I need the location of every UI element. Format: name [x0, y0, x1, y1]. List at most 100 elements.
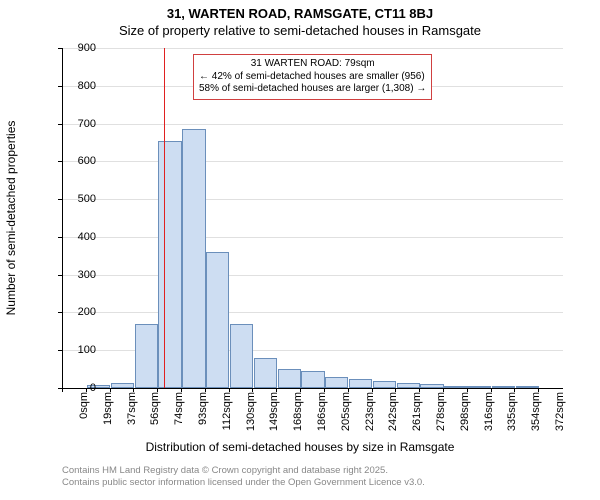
x-tick-mark — [252, 388, 253, 392]
histogram-bar — [278, 369, 301, 388]
x-tick-mark — [181, 388, 182, 392]
x-tick-mark — [467, 388, 468, 392]
x-tick-mark — [395, 388, 396, 392]
y-tick-mark — [58, 161, 62, 162]
y-tick-mark — [58, 86, 62, 87]
histogram-bar — [111, 383, 134, 388]
reference-line — [164, 48, 165, 388]
x-tick-label: 168sqm — [292, 392, 304, 442]
y-axis-label: Number of semi-detached properties — [4, 23, 18, 218]
footer-line1: Contains HM Land Registry data © Crown c… — [62, 465, 425, 477]
x-tick-mark — [205, 388, 206, 392]
chart-container: 31, WARTEN ROAD, RAMSGATE, CT11 8BJ Size… — [0, 0, 600, 500]
histogram-bar — [206, 252, 229, 388]
x-tick-label: 335sqm — [506, 392, 518, 442]
x-tick-label: 93sqm — [197, 392, 209, 442]
x-tick-mark — [324, 388, 325, 392]
x-tick-mark — [62, 388, 63, 392]
y-axis-label-text: Number of semi-detached properties — [4, 121, 18, 316]
x-tick-label: 37sqm — [126, 392, 138, 442]
x-tick-label: 130sqm — [245, 392, 257, 442]
plot-area: 31 WARTEN ROAD: 79sqm ← 42% of semi-deta… — [62, 48, 563, 389]
x-tick-mark — [157, 388, 158, 392]
histogram-bar — [444, 386, 467, 388]
histogram-bar — [301, 371, 324, 388]
histogram-bar — [230, 324, 253, 388]
grid-line — [63, 312, 563, 313]
x-tick-label: 298sqm — [459, 392, 471, 442]
histogram-bar — [420, 384, 443, 388]
histogram-bar — [516, 386, 539, 388]
y-tick-mark — [58, 237, 62, 238]
y-tick-mark — [58, 48, 62, 49]
x-tick-label: 74sqm — [173, 392, 185, 442]
histogram-bar — [492, 386, 515, 388]
histogram-bar — [373, 381, 396, 388]
annotation-box: 31 WARTEN ROAD: 79sqm ← 42% of semi-deta… — [193, 54, 432, 100]
histogram-bar — [135, 324, 158, 388]
histogram-bar — [349, 379, 372, 388]
y-tick-mark — [58, 312, 62, 313]
y-tick-label: 200 — [62, 306, 96, 318]
y-tick-label: 900 — [62, 42, 96, 54]
x-tick-label: 56sqm — [149, 392, 161, 442]
x-tick-mark — [86, 388, 87, 392]
x-tick-mark — [491, 388, 492, 392]
x-tick-label: 316sqm — [483, 392, 495, 442]
x-tick-label: 242sqm — [387, 392, 399, 442]
histogram-bar — [325, 377, 348, 388]
y-tick-label: 700 — [62, 118, 96, 130]
histogram-bar — [182, 129, 205, 388]
x-tick-mark — [514, 388, 515, 392]
x-tick-label: 19sqm — [102, 392, 114, 442]
grid-line — [63, 161, 563, 162]
y-tick-mark — [58, 124, 62, 125]
y-tick-mark — [58, 275, 62, 276]
x-tick-label: 372sqm — [554, 392, 566, 442]
histogram-bar — [254, 358, 277, 388]
y-tick-mark — [58, 199, 62, 200]
x-tick-label: 205sqm — [340, 392, 352, 442]
x-tick-label: 261sqm — [411, 392, 423, 442]
y-tick-label: 100 — [62, 344, 96, 356]
grid-line — [63, 237, 563, 238]
grid-line — [63, 275, 563, 276]
y-tick-mark — [58, 350, 62, 351]
x-tick-mark — [372, 388, 373, 392]
chart-title-address: 31, WARTEN ROAD, RAMSGATE, CT11 8BJ — [0, 0, 600, 21]
chart-title-desc: Size of property relative to semi-detach… — [0, 21, 600, 38]
y-tick-label: 300 — [62, 269, 96, 281]
x-tick-mark — [538, 388, 539, 392]
x-axis-label: Distribution of semi-detached houses by … — [0, 440, 600, 454]
x-tick-mark — [300, 388, 301, 392]
x-tick-mark — [348, 388, 349, 392]
x-tick-mark — [229, 388, 230, 392]
y-tick-label: 400 — [62, 231, 96, 243]
annotation-line1: 31 WARTEN ROAD: 79sqm — [199, 58, 426, 71]
grid-line — [63, 48, 563, 49]
x-tick-label: 223sqm — [364, 392, 376, 442]
footer-line2: Contains public sector information licen… — [62, 477, 425, 489]
x-tick-mark — [110, 388, 111, 392]
histogram-bar — [468, 386, 491, 388]
x-tick-mark — [133, 388, 134, 392]
annotation-line3: 58% of semi-detached houses are larger (… — [199, 83, 426, 96]
annotation-line2: ← 42% of semi-detached houses are smalle… — [199, 71, 426, 84]
x-tick-label: 186sqm — [316, 392, 328, 442]
x-tick-label: 149sqm — [268, 392, 280, 442]
footer-attribution: Contains HM Land Registry data © Crown c… — [62, 465, 425, 490]
x-tick-label: 0sqm — [78, 392, 90, 442]
x-tick-mark — [443, 388, 444, 392]
grid-line — [63, 199, 563, 200]
histogram-bar — [158, 141, 181, 388]
x-tick-mark — [276, 388, 277, 392]
x-tick-label: 278sqm — [435, 392, 447, 442]
histogram-bar — [397, 383, 420, 388]
x-tick-mark — [419, 388, 420, 392]
grid-line — [63, 124, 563, 125]
y-tick-label: 600 — [62, 155, 96, 167]
y-tick-label: 500 — [62, 193, 96, 205]
x-tick-label: 354sqm — [530, 392, 542, 442]
x-tick-label: 112sqm — [221, 392, 233, 442]
y-tick-label: 800 — [62, 80, 96, 92]
